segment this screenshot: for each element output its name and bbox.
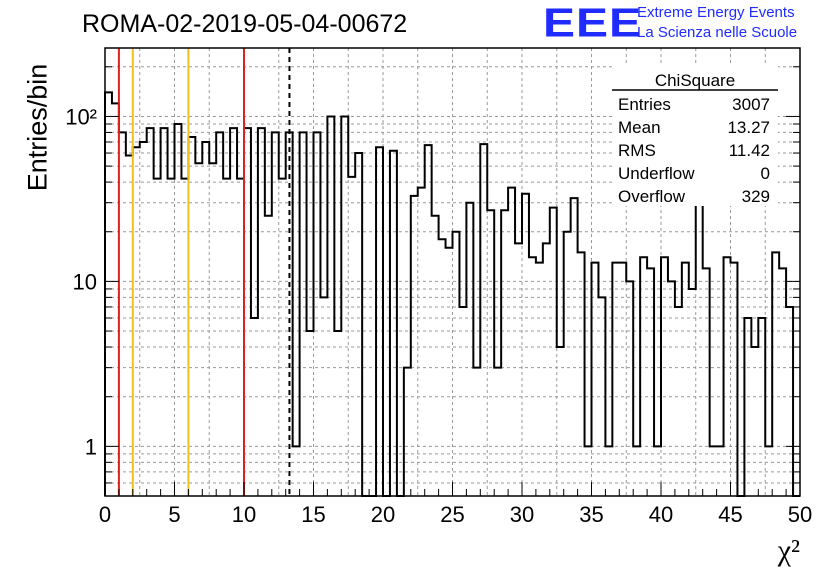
x-axis-label: χ² [777,534,800,567]
x-tick-label: 50 [788,502,812,527]
stats-value: 13.27 [727,118,770,137]
chart-title: ROMA-02-2019-05-04-00672 [82,10,408,38]
eee-logo: EEE [543,0,643,46]
stats-label: Overflow [618,187,686,206]
x-tick-label: 5 [168,502,180,527]
logo-line-2: La Scienza nelle Scuole [637,24,798,41]
stats-value: 329 [742,187,770,206]
x-tick-label: 20 [371,502,395,527]
stats-label: Underflow [618,164,695,183]
stats-label: Entries [618,95,671,114]
y-tick-label: 1 [85,434,97,459]
stats-title: ChiSquare [655,71,735,90]
y-tick-label: 10 [73,269,97,294]
logo-line-1: Extreme Energy Events [637,4,795,21]
x-tick-label: 35 [579,502,603,527]
x-tick-label: 45 [718,502,742,527]
stats-value: 11.42 [729,141,770,160]
stats-label: RMS [618,141,656,160]
histogram [104,91,800,497]
stats-value: 3007 [732,95,770,114]
y-axis-label: Entries/bin [22,63,53,192]
x-tick-label: 40 [649,502,673,527]
x-tick-label: 25 [440,502,464,527]
stats-label: Mean [618,118,661,137]
x-tick-label: 10 [232,502,256,527]
x-tick-label: 30 [510,502,534,527]
x-tick-label: 15 [301,502,325,527]
stats-value: 0 [761,164,770,183]
x-tick-label: 0 [99,502,111,527]
y-tick-label: 10² [65,104,97,129]
